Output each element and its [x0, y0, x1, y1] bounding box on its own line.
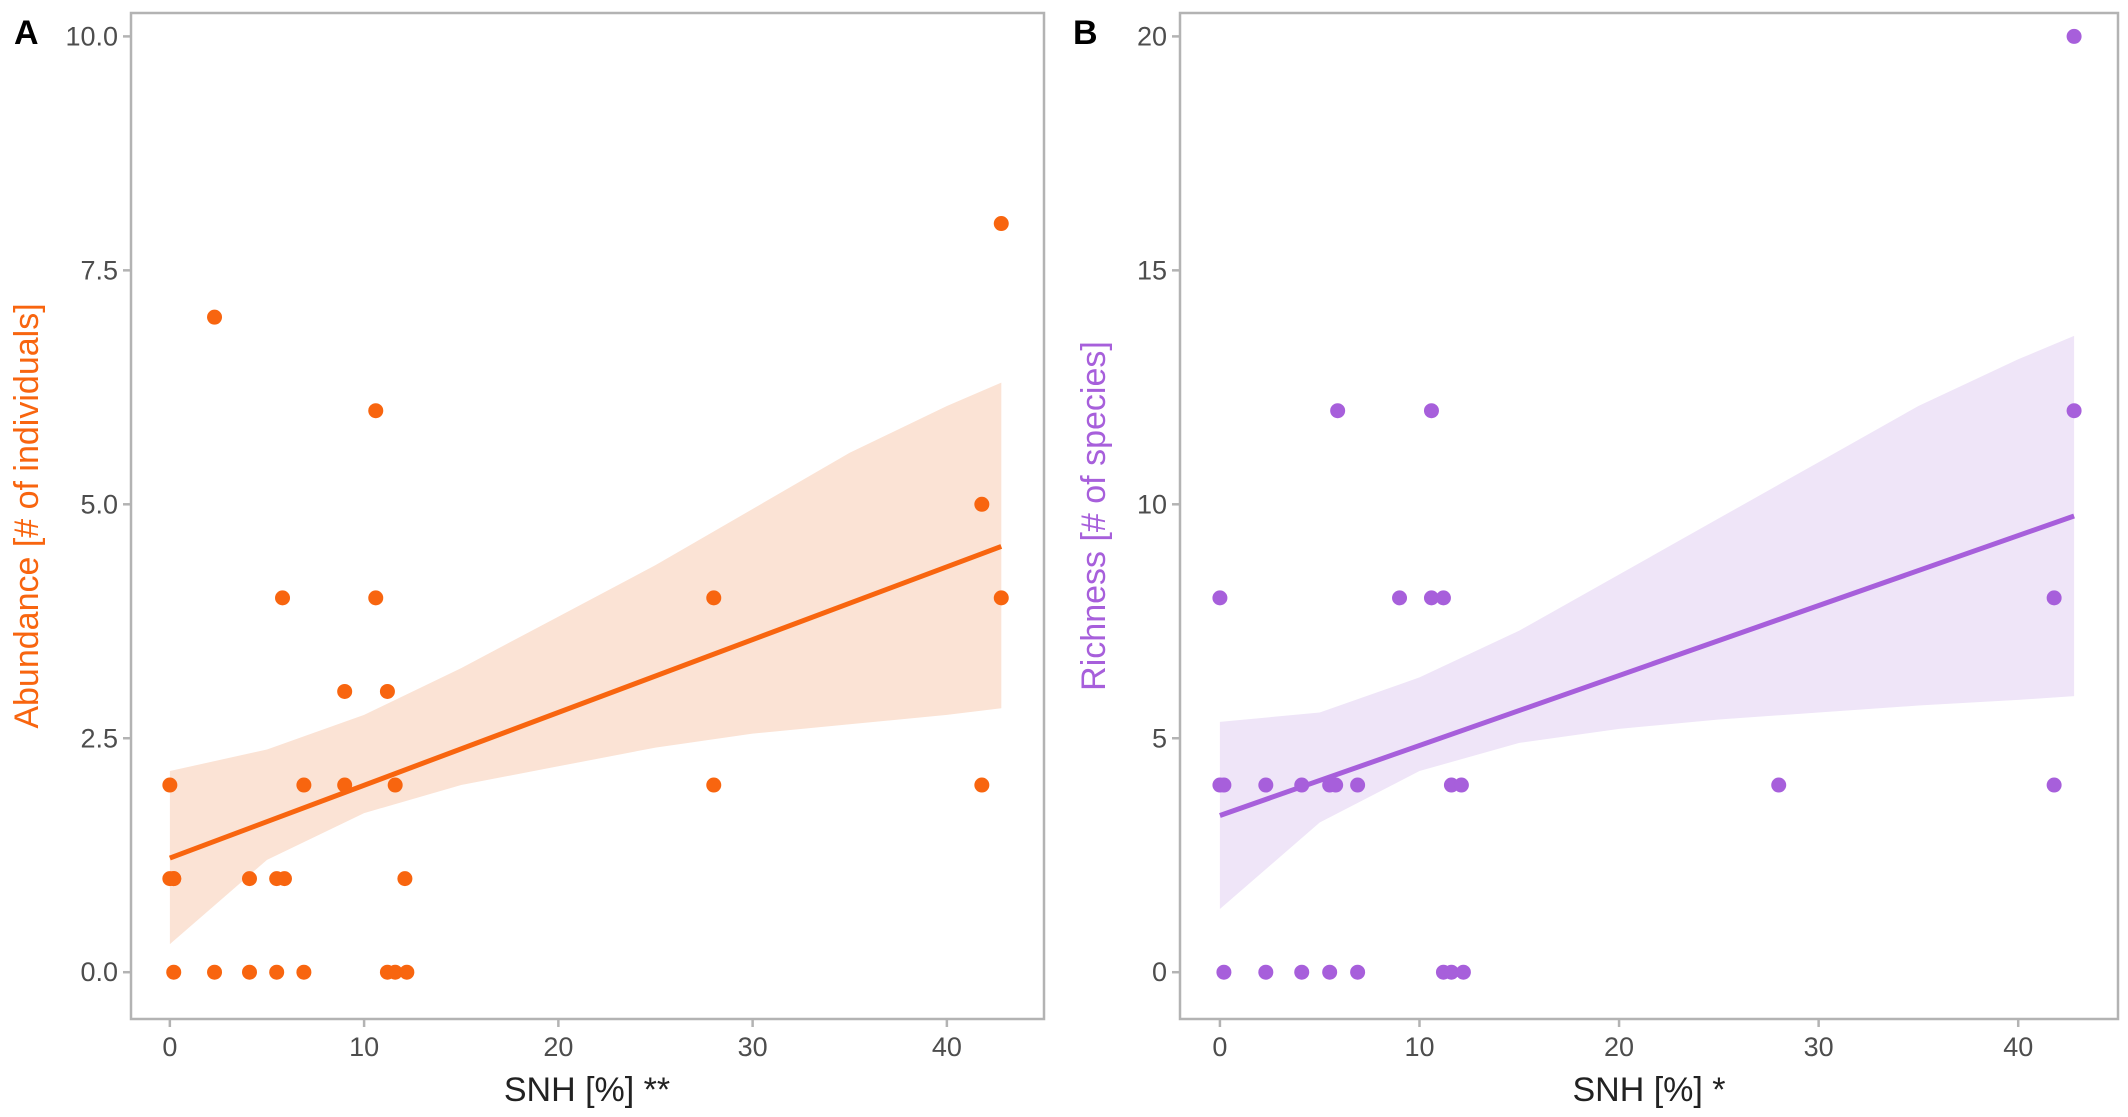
data-point — [1771, 777, 1787, 793]
panel-a-points-layer — [162, 216, 1009, 980]
data-point — [397, 871, 413, 887]
data-point — [275, 590, 291, 606]
panel-b-regression-line — [1219, 513, 2075, 818]
x-tick-label: 40 — [932, 1032, 962, 1062]
panel-b-y-ticks: 0 5 10 15 20 — [1137, 21, 1180, 987]
data-point — [379, 683, 395, 699]
data-point — [1258, 964, 1274, 980]
data-point — [1322, 964, 1338, 980]
data-point — [166, 964, 182, 980]
y-tick-label: 10 — [1137, 489, 1167, 519]
y-tick-label: 15 — [1137, 255, 1167, 285]
data-point — [1435, 590, 1451, 606]
panel-a-y-axis-title: Abundance [# of individuals] — [8, 303, 46, 728]
data-point — [337, 683, 353, 699]
data-point — [368, 403, 384, 419]
data-point — [368, 590, 384, 606]
panel-b-frame — [1178, 11, 2120, 1021]
panel-b-band-layer — [1219, 335, 2075, 909]
panel-a-frame — [129, 11, 1046, 1021]
y-tick-label: 20 — [1137, 21, 1167, 51]
data-point — [1392, 590, 1408, 606]
panel-a-x-ticks: 0 10 20 30 40 — [162, 1019, 962, 1062]
data-point — [1294, 964, 1310, 980]
panel-b: B 0 5 10 15 20 0 10 20 30 40 SNH [%] * Richness … — [1073, 11, 2120, 1109]
x-tick-label: 30 — [1804, 1032, 1834, 1062]
panel-b-x-ticks: 0 10 20 30 40 — [1212, 1019, 2033, 1062]
data-point — [993, 590, 1009, 606]
panel-a-band-layer — [169, 382, 1002, 945]
data-point — [2066, 28, 2082, 44]
y-tick-label: 7.5 — [80, 255, 118, 285]
data-point — [993, 216, 1009, 232]
data-point — [296, 777, 312, 793]
data-point — [207, 964, 223, 980]
data-point — [1330, 403, 1346, 419]
x-tick-label: 20 — [543, 1032, 573, 1062]
data-point — [974, 496, 990, 512]
y-tick-label: 5.0 — [80, 489, 118, 519]
data-point — [2066, 403, 2082, 419]
data-point — [1258, 777, 1274, 793]
y-tick-label: 2.5 — [80, 723, 118, 753]
x-tick-label: 0 — [162, 1032, 177, 1062]
panel-a: A 0.02.55.07.510.0 0 10 20 30 40 SNH [%] ** … — [8, 11, 1046, 1109]
panel-label-a: A — [14, 14, 39, 52]
panel-a-confidence-band — [169, 382, 1002, 945]
panel-a-fit-layer — [168, 544, 1003, 861]
y-tick-label: 5 — [1152, 723, 1167, 753]
x-tick-label: 0 — [1212, 1032, 1227, 1062]
panel-b-x-axis-title: SNH [%] * — [1572, 1071, 1725, 1109]
data-point — [207, 309, 223, 325]
data-point — [387, 964, 403, 980]
data-point — [241, 964, 257, 980]
data-point — [1443, 964, 1459, 980]
y-tick-label: 10.0 — [65, 21, 118, 51]
data-point — [1216, 964, 1232, 980]
data-point — [974, 777, 990, 793]
data-point — [337, 777, 353, 793]
data-point — [2046, 777, 2062, 793]
data-point — [1294, 777, 1310, 793]
panel-b-points-layer — [1212, 28, 2082, 980]
data-point — [399, 964, 415, 980]
x-tick-label: 10 — [1404, 1032, 1434, 1062]
data-point — [1423, 590, 1439, 606]
data-point — [387, 777, 403, 793]
data-point — [1216, 777, 1232, 793]
panel-a-x-axis-title: SNH [%] ** — [504, 1071, 670, 1109]
panel-a-regression-line — [168, 544, 1003, 861]
data-point — [1423, 403, 1439, 419]
panel-b-fit-layer — [1219, 513, 2075, 818]
x-tick-label: 30 — [738, 1032, 768, 1062]
data-point — [1212, 590, 1228, 606]
x-tick-label: 20 — [1604, 1032, 1634, 1062]
y-tick-label: 0.0 — [80, 957, 118, 987]
data-point — [706, 777, 722, 793]
panel-b-y-axis-title: Richness [# of species] — [1075, 341, 1113, 691]
panel-a-y-ticks: 0.0 2.5 5.0 7.5 10.0 — [65, 21, 131, 987]
panel-b-confidence-band — [1219, 335, 2075, 909]
data-point — [1350, 777, 1366, 793]
data-point — [1453, 777, 1469, 793]
data-point — [241, 871, 257, 887]
data-point — [706, 590, 722, 606]
data-point — [1350, 964, 1366, 980]
data-point — [162, 777, 178, 793]
data-point — [1455, 964, 1471, 980]
data-point — [1328, 777, 1344, 793]
panel-label-b: B — [1073, 14, 1098, 52]
data-point — [269, 964, 285, 980]
data-point — [296, 964, 312, 980]
data-point — [166, 871, 182, 887]
x-tick-label: 40 — [2003, 1032, 2033, 1062]
data-point — [276, 871, 292, 887]
y-tick-label: 0 — [1152, 957, 1167, 987]
data-point — [2046, 590, 2062, 606]
x-tick-label: 10 — [349, 1032, 379, 1062]
